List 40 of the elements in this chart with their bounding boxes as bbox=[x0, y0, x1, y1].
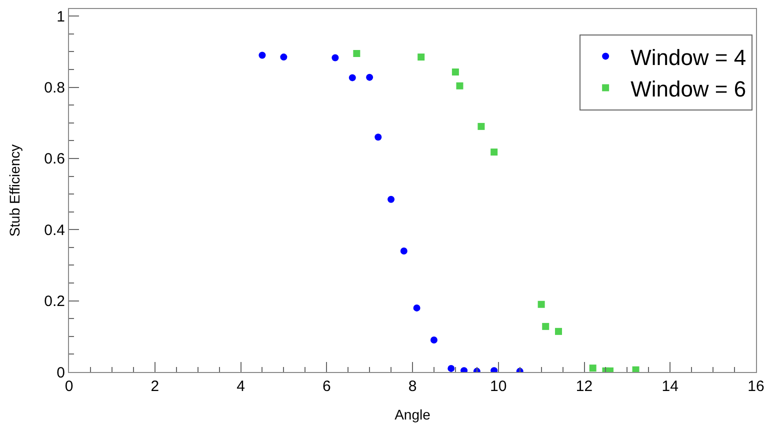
point bbox=[332, 54, 339, 62]
point bbox=[554, 328, 562, 335]
point bbox=[374, 134, 382, 141]
point bbox=[456, 82, 464, 90]
legend-label: Window = 4 bbox=[630, 44, 746, 70]
point bbox=[366, 74, 374, 81]
x-tick-label: 6 bbox=[322, 378, 331, 395]
point bbox=[353, 50, 360, 57]
point bbox=[348, 74, 356, 82]
x-tick-label: 8 bbox=[408, 378, 417, 395]
point bbox=[632, 366, 640, 372]
x-tick-label: 12 bbox=[576, 378, 593, 395]
y-tick-label: 0 bbox=[56, 364, 65, 382]
x-tick-label: 16 bbox=[748, 378, 764, 395]
point bbox=[490, 148, 498, 156]
y-tick-label: 0.8 bbox=[44, 80, 65, 97]
x-tick-label: 2 bbox=[150, 378, 160, 395]
point bbox=[418, 54, 425, 61]
y-tick-label: 0.6 bbox=[44, 150, 65, 168]
point bbox=[538, 300, 545, 308]
point bbox=[388, 196, 395, 203]
point bbox=[400, 248, 408, 254]
point bbox=[413, 304, 420, 312]
point bbox=[589, 364, 596, 372]
y-axis-title: Stub Efficiency bbox=[6, 144, 23, 237]
x-tick-label: 4 bbox=[236, 378, 245, 395]
point bbox=[258, 52, 266, 59]
y-tick-label: 0.2 bbox=[44, 293, 65, 310]
x-axis-title: Angle bbox=[394, 406, 431, 422]
x-tick-label: 14 bbox=[662, 378, 678, 395]
y-tick-label: 1 bbox=[56, 8, 65, 26]
point bbox=[280, 54, 288, 61]
point bbox=[478, 122, 485, 130]
legend-label: Window = 6 bbox=[630, 76, 746, 102]
y-tick-label: 0.4 bbox=[44, 222, 65, 239]
point bbox=[452, 68, 459, 76]
point bbox=[430, 336, 438, 344]
point bbox=[542, 322, 550, 330]
x-tick-label: 10 bbox=[490, 378, 507, 395]
point bbox=[448, 364, 455, 372]
